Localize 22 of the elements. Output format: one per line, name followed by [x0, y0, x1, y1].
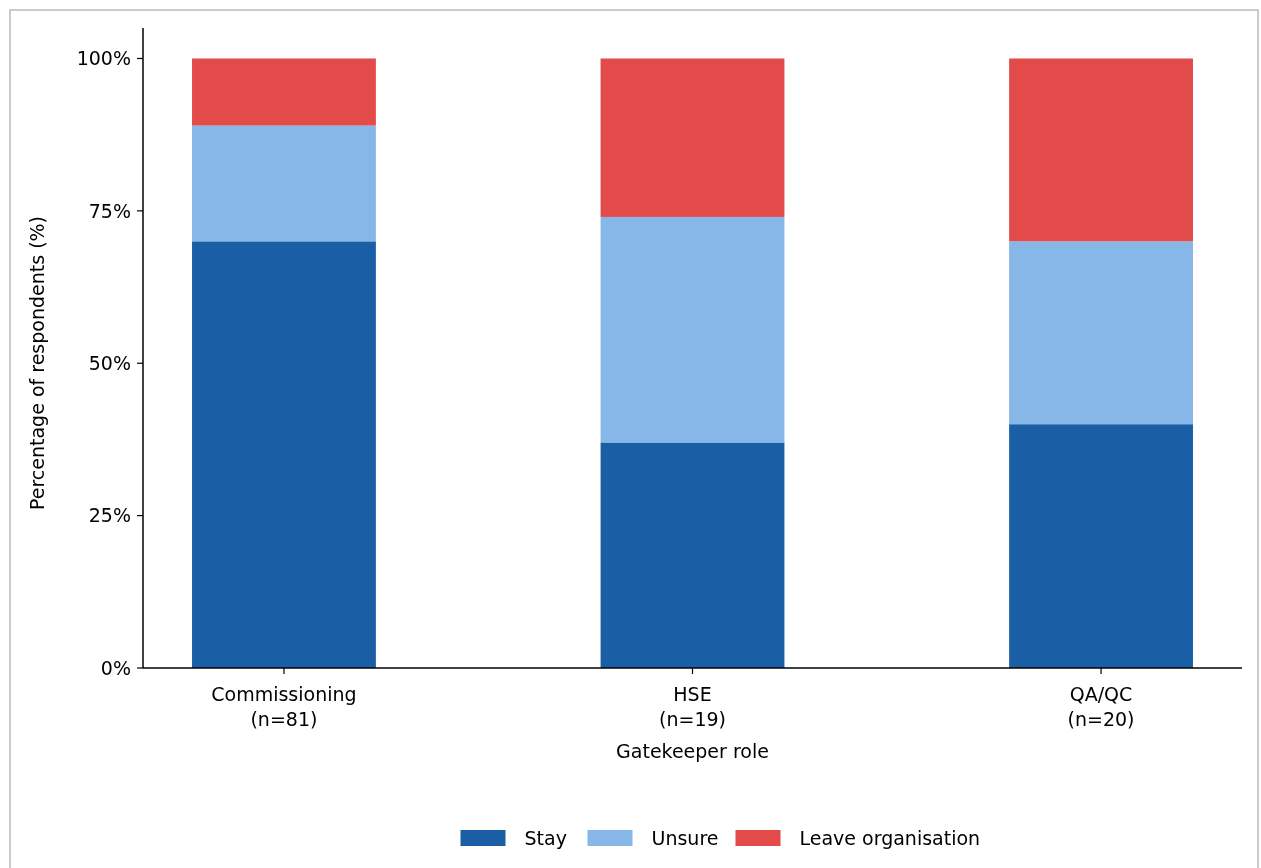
bar [1009, 424, 1193, 668]
bar [192, 58, 376, 126]
legend-label: Unsure [651, 826, 719, 849]
bar [192, 125, 376, 242]
x-tick-label: HSE (n=19) [659, 683, 726, 730]
bar [600, 442, 785, 668]
bar [1009, 58, 1193, 242]
y-tick-label: 0% [100, 656, 131, 679]
y-tick-label: 100% [76, 47, 131, 70]
x-tick-label: QA/QC (n=20) [1067, 683, 1135, 730]
y-tick-label: 50% [88, 351, 131, 374]
y-tick-label: 25% [88, 504, 131, 527]
bar [1009, 241, 1193, 425]
legend-label: Leave organisation [799, 826, 981, 849]
x-axis-title: Gatekeeper role [616, 740, 769, 762]
bar [600, 216, 785, 443]
y-tick-label: 75% [88, 199, 131, 222]
bar [600, 58, 785, 217]
x-tick-label: Commissioning (n=81) [211, 683, 357, 730]
legend-label: Stay [524, 826, 567, 849]
y-axis-title: Percentage of respondents (%) [26, 215, 48, 511]
bar [192, 241, 376, 668]
